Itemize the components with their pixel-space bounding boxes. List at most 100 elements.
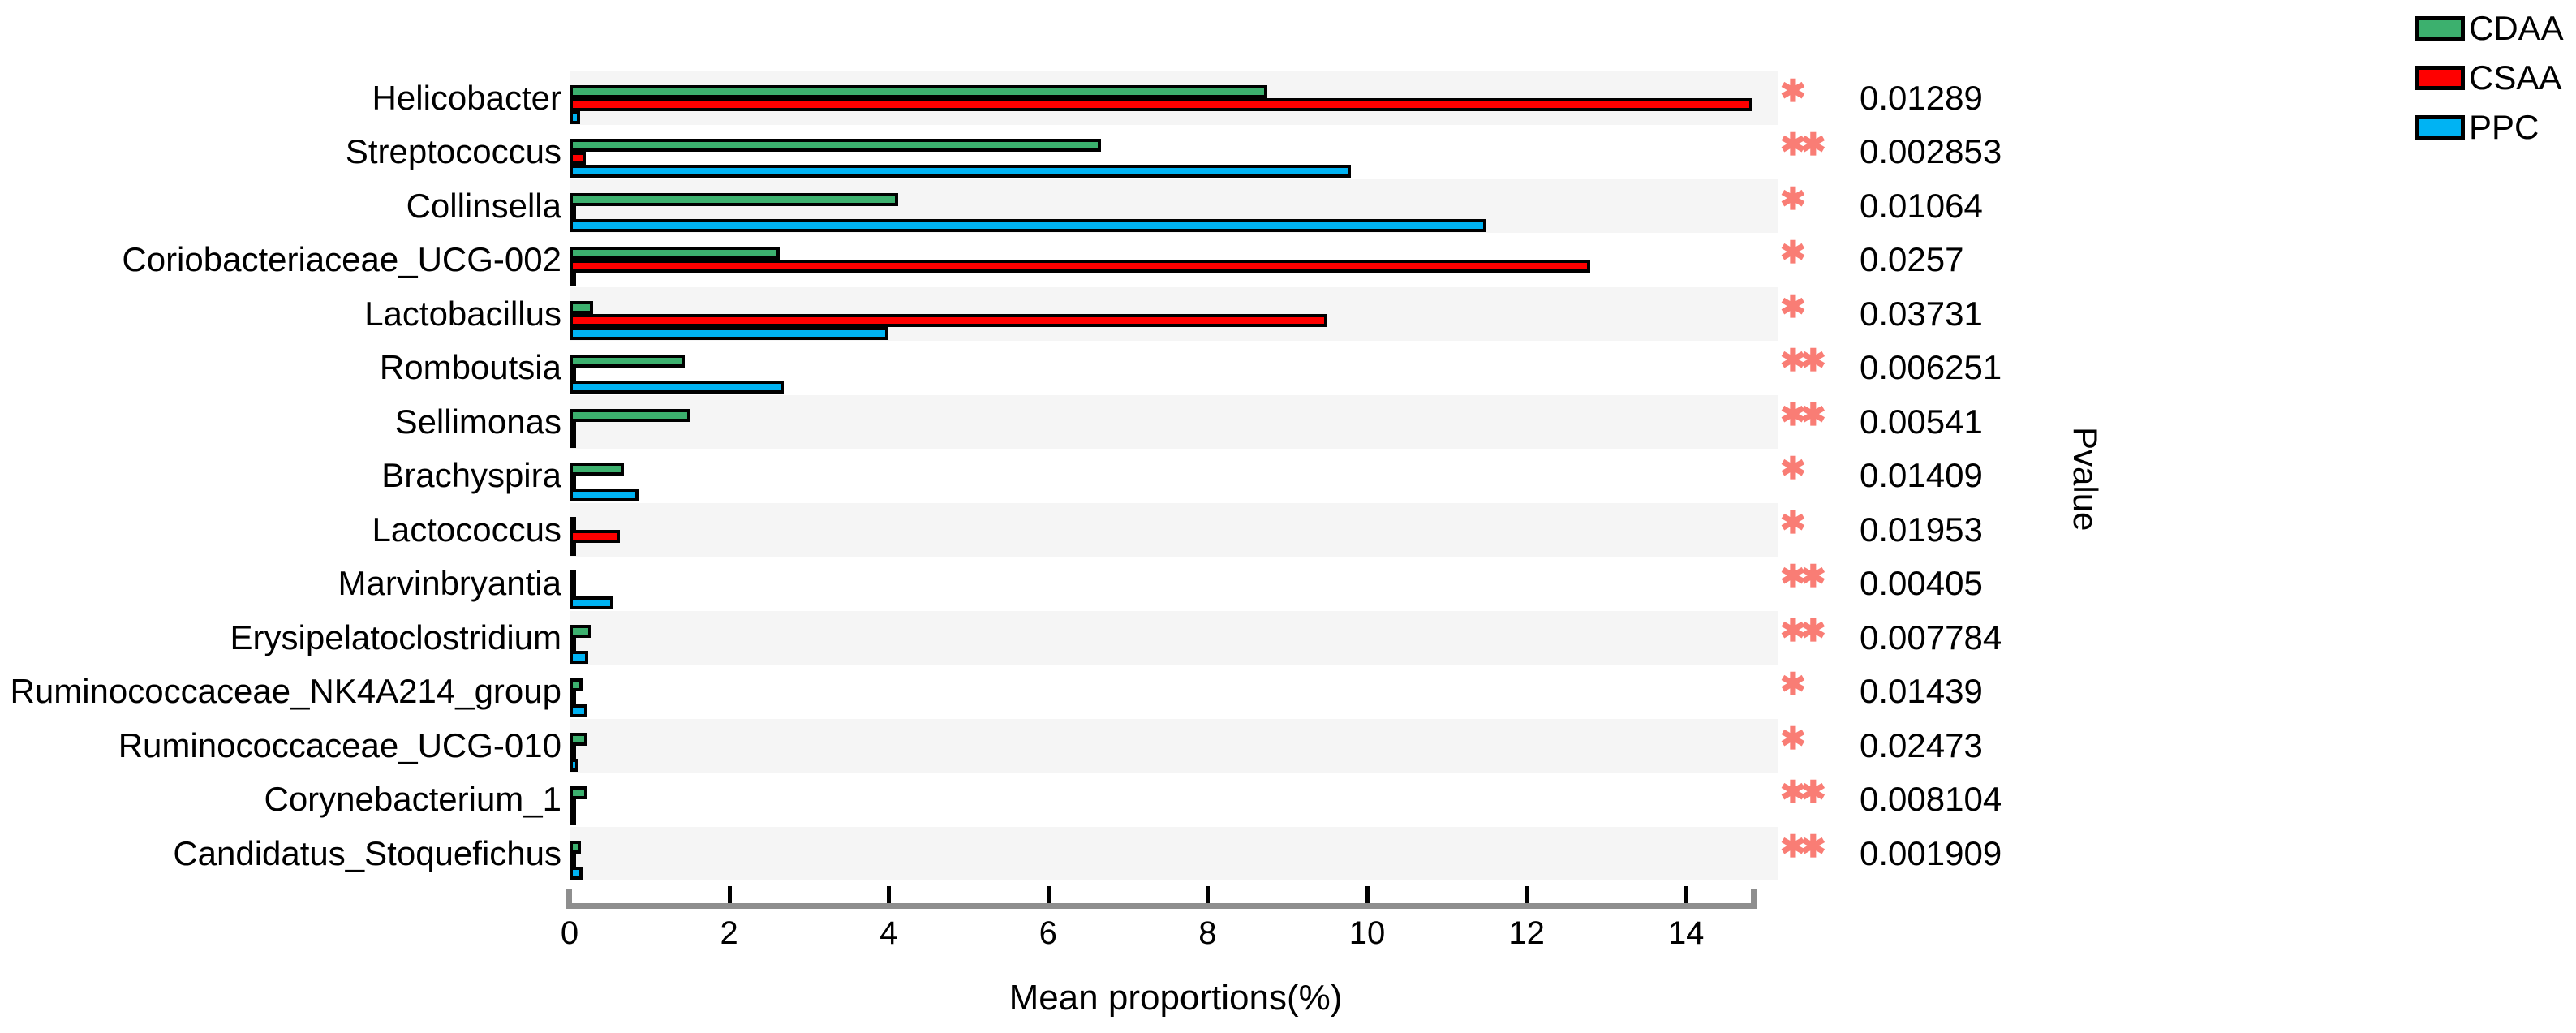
x-axis-tick-label: 8: [1198, 915, 1217, 951]
bar-csaa: [570, 691, 576, 705]
bar-ppc: [570, 381, 784, 394]
x-axis-title: Mean proportions(%): [1008, 978, 1343, 1018]
x-axis-tick: [1206, 886, 1211, 903]
bar-ppc: [570, 165, 1351, 179]
significance-star: ✱: [1780, 290, 1806, 325]
x-axis-tick: [1046, 886, 1051, 903]
bar-csaa: [570, 313, 1327, 327]
pvalue: 0.006251: [1860, 348, 2002, 387]
pvalue: 0.002853: [1860, 132, 2002, 171]
legend-item-cdaa: CDAA: [2415, 9, 2564, 47]
axis-spine-stub: [566, 889, 572, 909]
row-band: [570, 557, 1778, 610]
bar-ppc: [570, 489, 639, 502]
bar-cdaa: [570, 408, 690, 422]
bar-cdaa: [570, 85, 1267, 98]
pvalue: 0.01409: [1860, 456, 1983, 495]
x-axis-tick: [887, 886, 892, 903]
pvalue: 0.007784: [1860, 618, 2002, 656]
bar-csaa: [570, 260, 1590, 273]
bar-cdaa: [570, 678, 583, 692]
row-band: [570, 665, 1778, 718]
category-label: Lactococcus: [372, 510, 561, 549]
pvalue: 0.01064: [1860, 186, 1983, 225]
bar-ppc: [570, 812, 576, 826]
x-axis-tick-label: 14: [1667, 915, 1705, 951]
x-axis-tick-label: 2: [720, 915, 738, 951]
bar-cdaa: [570, 840, 581, 854]
axis-spine-stub: [1751, 889, 1757, 909]
category-label: Lactobacillus: [364, 294, 561, 333]
row-band: [570, 718, 1778, 773]
bar-ppc: [570, 434, 576, 448]
category-label: Romboutsia: [379, 348, 561, 387]
bar-csaa: [570, 421, 576, 435]
legend-swatch-ppc: [2415, 115, 2465, 140]
x-axis-tick: [727, 886, 732, 903]
row-band: [570, 394, 1778, 450]
bar-cdaa: [570, 624, 591, 638]
x-axis-tick: [1525, 886, 1529, 903]
legend-swatch-csaa: [2415, 66, 2465, 90]
legend-label: CDAA: [2469, 9, 2564, 47]
bar-cdaa: [570, 247, 780, 260]
category-label: Erysipelatoclostridium: [230, 618, 561, 656]
bar-ppc: [570, 326, 888, 340]
x-axis-tick-label: 6: [1039, 915, 1057, 951]
significance-star: ✱✱: [1780, 128, 1826, 163]
legend-label: PPC: [2469, 108, 2539, 146]
bar-csaa: [570, 853, 576, 867]
category-label: Streptococcus: [345, 132, 561, 171]
row-band: [570, 610, 1778, 665]
category-label: Collinsella: [406, 186, 561, 225]
pvalue: 0.001909: [1860, 833, 2002, 872]
bar-csaa: [570, 637, 576, 651]
category-label: Helicobacter: [372, 79, 561, 117]
bar-ppc: [570, 758, 578, 772]
row-band: [570, 502, 1778, 557]
significance-star: ✱✱: [1780, 613, 1826, 648]
row-band: [570, 826, 1778, 880]
category-label: Ruminococcaceae_UCG-010: [118, 725, 561, 764]
legend-swatch-cdaa: [2415, 16, 2465, 41]
bar-csaa: [570, 152, 586, 166]
bar-ppc: [570, 704, 587, 718]
pvalue: 0.0257: [1860, 240, 1964, 279]
category-label: Coriobacteriaceae_UCG-002: [122, 240, 561, 279]
pvalue: 0.01439: [1860, 672, 1983, 711]
bar-cdaa: [570, 732, 587, 746]
x-axis-tick-label: 0: [560, 915, 579, 951]
bar-csaa: [570, 745, 576, 759]
legend-label: CSAA: [2469, 58, 2562, 97]
bar-cdaa: [570, 139, 1101, 153]
category-label: Marvinbryantia: [338, 564, 561, 603]
pvalue: 0.01289: [1860, 79, 1983, 117]
bar-ppc: [570, 273, 576, 286]
bar-ppc: [570, 218, 1486, 232]
category-label: Ruminococcaceae_NK4A214_group: [10, 672, 561, 711]
bar-ppc: [570, 866, 583, 880]
pvalue: 0.00405: [1860, 564, 1983, 603]
significance-star: ✱✱: [1780, 776, 1826, 811]
significance-star: ✱✱: [1780, 398, 1826, 433]
bar-ppc: [570, 542, 576, 556]
pvalue: 0.02473: [1860, 725, 1983, 764]
significance-star: ✱: [1780, 182, 1806, 217]
bar-ppc: [570, 111, 580, 124]
x-axis-tick: [1684, 886, 1689, 903]
bar-cdaa: [570, 786, 587, 800]
significance-star: ✱: [1780, 721, 1806, 756]
pvalue: 0.008104: [1860, 780, 2002, 819]
x-axis-tick-label: 12: [1508, 915, 1545, 951]
legend-item-ppc: PPC: [2415, 108, 2564, 146]
bar-ppc: [570, 596, 613, 610]
bar-csaa: [570, 583, 576, 597]
significance-star: ✱: [1780, 506, 1806, 540]
pvalue: 0.01953: [1860, 510, 1983, 549]
bar-cdaa: [570, 463, 624, 476]
bar-cdaa: [570, 516, 576, 530]
category-label: Corynebacterium_1: [264, 780, 561, 819]
bar-cdaa: [570, 570, 576, 584]
pvalue: 0.00541: [1860, 402, 1983, 441]
